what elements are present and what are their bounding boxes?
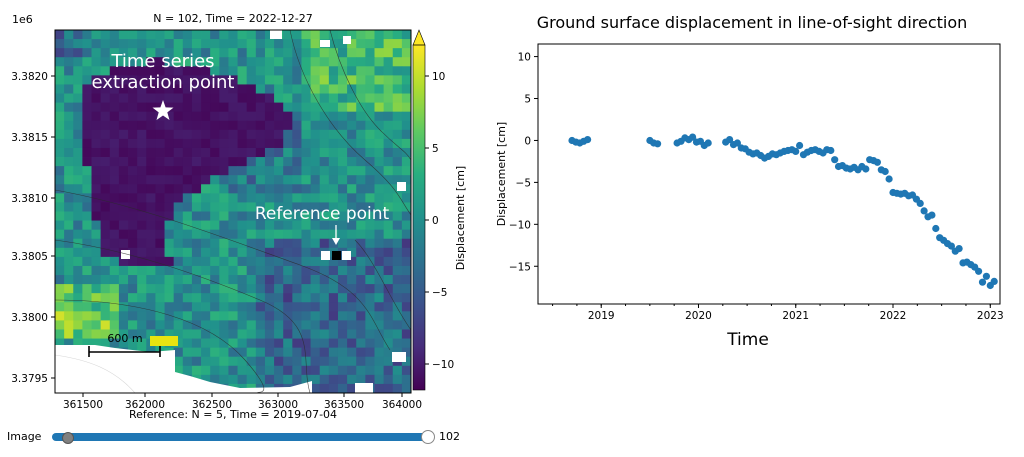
chart-frame bbox=[537, 43, 1001, 305]
chart-point bbox=[932, 224, 940, 233]
chart-point bbox=[796, 141, 804, 150]
colorbar-frame bbox=[412, 44, 426, 391]
chart-x-tick-label: 2023 bbox=[977, 310, 1004, 322]
star-marker-icon bbox=[152, 100, 174, 120]
chart-point bbox=[975, 267, 983, 275]
ref-annotation: Reference point bbox=[255, 204, 390, 224]
map-title: N = 102, Time = 2022-12-27 bbox=[153, 12, 312, 25]
chart-point bbox=[873, 158, 881, 166]
svg-text:−10: −10 bbox=[432, 359, 454, 371]
chart-y-tick-label: 5 bbox=[524, 94, 531, 106]
image-slider-row: Image 102 bbox=[0, 426, 480, 448]
svg-text:−5: −5 bbox=[432, 287, 447, 299]
chart-point bbox=[947, 242, 955, 250]
scalebar bbox=[88, 346, 161, 357]
scalebar-label: 600 m bbox=[107, 332, 142, 345]
timeseries-chart: Ground surface displacement in line-of-s… bbox=[495, 13, 1004, 350]
chart-point bbox=[990, 277, 998, 285]
chart-x-tick-label: 2020 bbox=[685, 310, 712, 322]
svg-text:364000: 364000 bbox=[382, 399, 422, 411]
map-frame bbox=[54, 29, 412, 394]
chart-point bbox=[733, 139, 741, 147]
chart-point bbox=[982, 272, 990, 280]
slider-value: 102 bbox=[439, 430, 460, 443]
chart-x-tick-label: 2021 bbox=[782, 310, 809, 322]
map-x-axis: 361500 362000 362500 363000 363500 364000 bbox=[63, 393, 422, 411]
slider-label: Image bbox=[7, 430, 42, 443]
chart-x-axis: 2019 2020 2021 2022 2023 bbox=[552, 304, 1004, 322]
chart-x-tick-label: 2022 bbox=[880, 310, 907, 322]
chart-x-tick-label: 2019 bbox=[588, 310, 615, 322]
map-y-axis: 3.3820 3.3815 3.3810 3.3805 3.3800 3.3795 bbox=[11, 71, 55, 385]
displacement-raster bbox=[55, 30, 412, 394]
chart-point bbox=[916, 199, 924, 207]
map-panel: N = 102, Time = 2022-12-27 1e6 361500 362… bbox=[0, 0, 470, 453]
timeseries-panel: Ground surface displacement in line-of-s… bbox=[490, 0, 1024, 453]
colorbar-label: Displacement [cm] bbox=[454, 166, 467, 270]
chart-point bbox=[862, 165, 870, 173]
reference-pixel bbox=[332, 251, 341, 260]
ref-pixel-right bbox=[342, 251, 351, 260]
svg-text:10: 10 bbox=[432, 71, 445, 83]
map-bottom-label: Reference: N = 5, Time = 2019-07-04 bbox=[129, 408, 337, 420]
chart-y-tick-label: −10 bbox=[509, 219, 531, 231]
chart-y-tick-label: −15 bbox=[509, 261, 531, 273]
contour-lines bbox=[54, 29, 412, 394]
chart-title: Ground surface displacement in line-of-s… bbox=[537, 13, 968, 32]
chart-y-tick-label: 0 bbox=[524, 135, 531, 147]
chart-point bbox=[792, 147, 800, 155]
svg-text:0: 0 bbox=[432, 215, 439, 227]
chart-point bbox=[928, 211, 936, 219]
slider-handle[interactable] bbox=[421, 430, 435, 444]
image-slider-track[interactable] bbox=[52, 433, 428, 441]
chart-point bbox=[704, 139, 712, 147]
svg-text:3.3810: 3.3810 bbox=[11, 193, 48, 205]
chart-point bbox=[831, 156, 839, 164]
chart-point bbox=[654, 140, 662, 148]
ts-annotation-line1: Time series bbox=[110, 51, 214, 72]
chart-y-tick-label: −5 bbox=[516, 177, 531, 189]
svg-text:363500: 363500 bbox=[324, 399, 364, 411]
chart-point bbox=[920, 207, 928, 215]
svg-text:3.3820: 3.3820 bbox=[11, 71, 48, 83]
svg-text:362500: 362500 bbox=[192, 399, 232, 411]
chart-x-label: Time bbox=[726, 330, 769, 350]
svg-text:362000: 362000 bbox=[125, 399, 165, 411]
ts-annotation-line2: extraction point bbox=[92, 72, 235, 93]
map-figure: N = 102, Time = 2022-12-27 1e6 361500 362… bbox=[11, 12, 467, 421]
colorbar-extend-arrow bbox=[412, 29, 426, 46]
svg-text:3.3815: 3.3815 bbox=[11, 132, 48, 144]
chart-y-axis: 10 5 0 −5 −10 −15 bbox=[509, 52, 538, 273]
svg-text:3.3800: 3.3800 bbox=[11, 312, 48, 324]
chart-point bbox=[885, 175, 893, 183]
map-y-offset-label: 1e6 bbox=[12, 13, 33, 26]
slider-handle-min[interactable] bbox=[62, 432, 74, 444]
colorbar-ticks: 10 5 0 −5 −10 bbox=[425, 71, 454, 371]
svg-text:361500: 361500 bbox=[63, 399, 103, 411]
svg-text:3.3795: 3.3795 bbox=[11, 373, 48, 385]
svg-text:5: 5 bbox=[432, 143, 439, 155]
chart-point bbox=[955, 245, 963, 253]
chart-y-tick-label: 10 bbox=[518, 52, 531, 64]
arrow-down-icon bbox=[332, 238, 340, 245]
chart-point bbox=[726, 136, 734, 144]
svg-text:363000: 363000 bbox=[258, 399, 298, 411]
chart-point bbox=[584, 136, 592, 144]
svg-text:3.3805: 3.3805 bbox=[11, 251, 48, 263]
ref-pixel-left bbox=[321, 251, 330, 260]
chart-point bbox=[827, 146, 835, 155]
chart-point bbox=[689, 133, 697, 141]
chart-y-label: Displacement [cm] bbox=[495, 122, 508, 226]
chart-point bbox=[978, 278, 987, 286]
colorbar bbox=[413, 45, 425, 390]
chart-points bbox=[568, 133, 998, 290]
chart-point bbox=[881, 167, 889, 176]
